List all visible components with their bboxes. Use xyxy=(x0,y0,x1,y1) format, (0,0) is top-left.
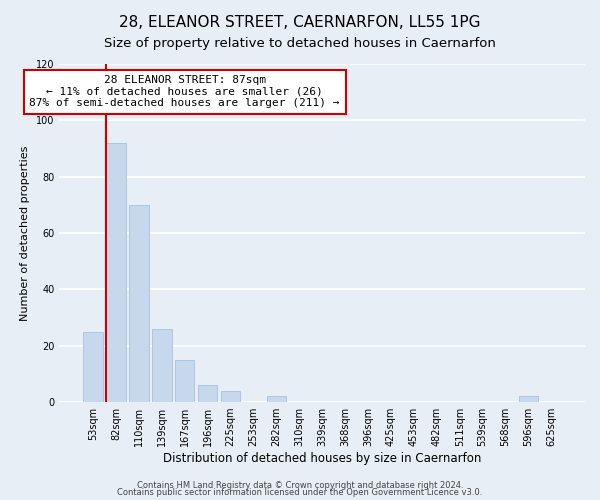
Bar xyxy=(221,391,240,402)
Text: Size of property relative to detached houses in Caernarfon: Size of property relative to detached ho… xyxy=(104,38,496,51)
Bar xyxy=(106,143,125,402)
Bar xyxy=(83,332,103,402)
Text: Contains public sector information licensed under the Open Government Licence v3: Contains public sector information licen… xyxy=(118,488,482,497)
Bar xyxy=(198,385,217,402)
Bar xyxy=(129,205,149,402)
X-axis label: Distribution of detached houses by size in Caernarfon: Distribution of detached houses by size … xyxy=(163,452,481,465)
Bar xyxy=(175,360,194,402)
Text: 28, ELEANOR STREET, CAERNARFON, LL55 1PG: 28, ELEANOR STREET, CAERNARFON, LL55 1PG xyxy=(119,15,481,30)
Bar xyxy=(266,396,286,402)
Bar xyxy=(152,329,172,402)
Y-axis label: Number of detached properties: Number of detached properties xyxy=(20,146,31,320)
Text: 28 ELEANOR STREET: 87sqm
← 11% of detached houses are smaller (26)
87% of semi-d: 28 ELEANOR STREET: 87sqm ← 11% of detach… xyxy=(29,76,340,108)
Bar xyxy=(519,396,538,402)
Text: Contains HM Land Registry data © Crown copyright and database right 2024.: Contains HM Land Registry data © Crown c… xyxy=(137,480,463,490)
